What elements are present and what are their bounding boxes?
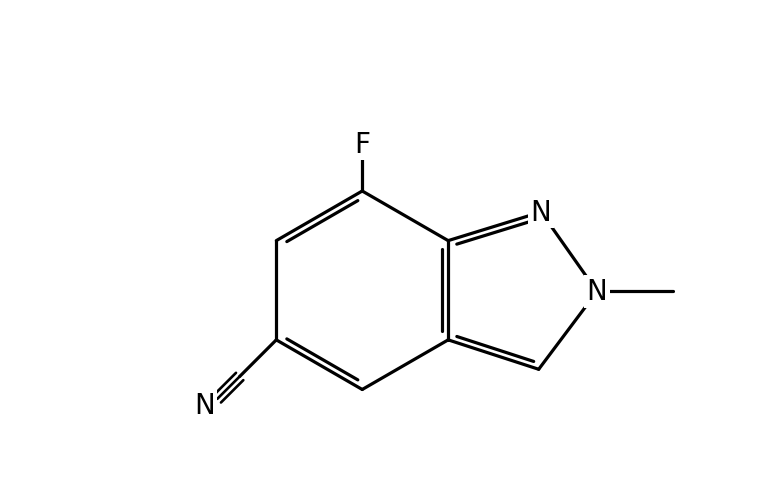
Text: N: N xyxy=(194,391,215,419)
Text: F: F xyxy=(354,131,370,159)
Text: N: N xyxy=(586,278,608,306)
Text: N: N xyxy=(531,199,551,226)
